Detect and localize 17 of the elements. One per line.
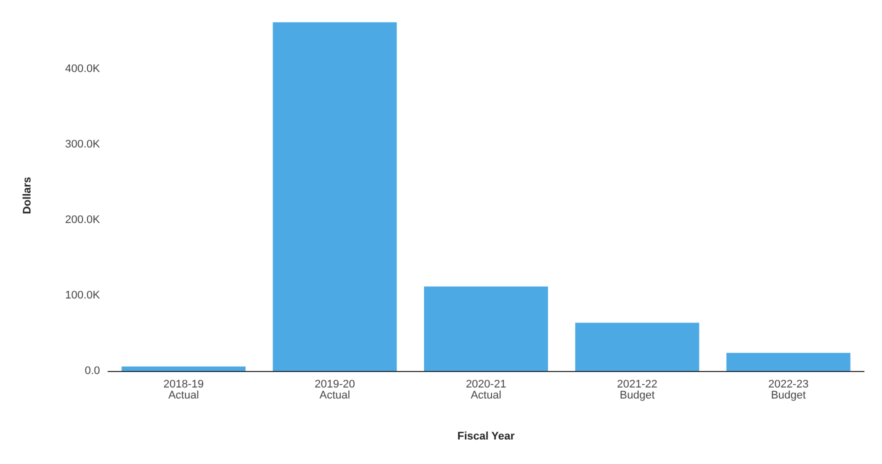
x-tick-label: 2018-19 Actual <box>163 378 204 402</box>
bar <box>122 366 246 371</box>
y-tick-label: 300.0K <box>65 138 101 151</box>
x-tick-label: 2020-21 Actual <box>466 378 506 402</box>
y-tick-label: 0.0 <box>84 365 100 377</box>
x-axis-title: Fiscal Year <box>457 430 516 442</box>
x-tick-label: 2022-23 Budget <box>768 378 809 402</box>
bar <box>424 286 548 371</box>
y-tick-label: 200.0K <box>65 214 101 226</box>
y-tick-label: 100.0K <box>65 290 101 302</box>
bar <box>272 22 397 371</box>
bar <box>575 322 700 371</box>
x-tick-label: 2019-20 Actual <box>314 378 355 402</box>
y-axis-title: Dollars <box>22 176 34 214</box>
bar <box>726 352 850 371</box>
y-tick-label: 400.0K <box>65 63 101 76</box>
x-tick-label: 2021-22 Budget <box>617 378 658 402</box>
